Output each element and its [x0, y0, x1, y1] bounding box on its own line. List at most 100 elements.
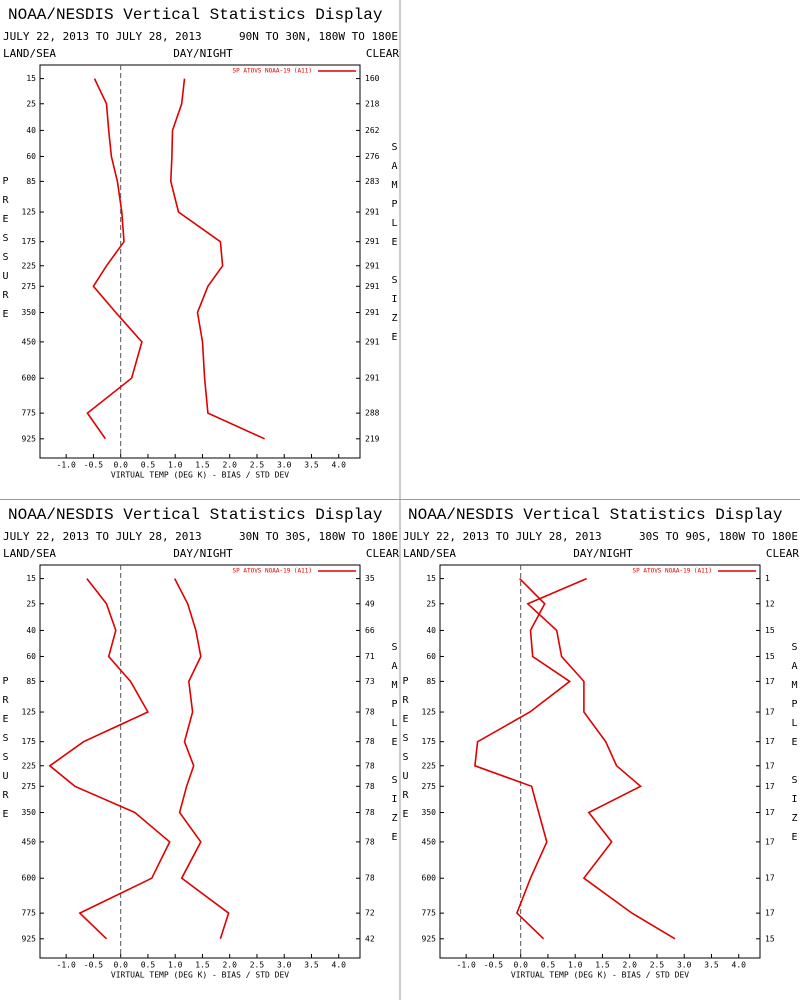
sample-size: 66 — [365, 626, 375, 635]
x-tick-label: 2.0 — [222, 961, 237, 970]
x-tick-label: 2.0 — [622, 961, 637, 970]
legend-label: SP ATOVS NOAA-19 (A11) — [233, 68, 312, 75]
x-tick-label: 1.5 — [195, 461, 210, 470]
x-tick-label: 2.0 — [222, 461, 237, 470]
x-tick-label: 4.0 — [332, 461, 347, 470]
x-tick-label: 1.0 — [568, 961, 583, 970]
x-tick-label: 4.0 — [332, 961, 347, 970]
y2-axis-label: SAMPLE SIZE — [389, 642, 400, 851]
y-tick-label: 275 — [422, 782, 437, 791]
y-tick-label: 60 — [426, 652, 436, 661]
sample-size: 291 — [365, 337, 380, 346]
y-tick-label: 175 — [22, 237, 37, 246]
y-tick-label: 125 — [22, 708, 37, 717]
x-tick-label: 0.0 — [113, 961, 128, 970]
y-tick-label: 15 — [26, 74, 36, 83]
y-tick-label: 450 — [422, 837, 437, 846]
sample-size: 291 — [365, 208, 380, 217]
x-tick-label: 0.5 — [141, 461, 156, 470]
x-tick-label: 3.0 — [277, 461, 292, 470]
y-tick-label: 85 — [26, 677, 36, 686]
sample-size: 17 — [765, 761, 775, 770]
sample-size: 49 — [365, 599, 375, 608]
panel: NOAA/NESDIS Vertical Statistics Display J… — [400, 506, 800, 979]
y-axis-label: PRESSURE — [400, 676, 411, 828]
sample-size: 262 — [365, 126, 380, 135]
sample-size: 35 — [365, 574, 375, 583]
y-tick-label: 125 — [422, 708, 437, 717]
x-tick-label: 2.5 — [250, 461, 265, 470]
clear: CLEAR — [366, 547, 399, 560]
x-axis-label: VIRTUAL TEMP (DEG K) - BIAS / STD DEV — [111, 971, 289, 980]
subtitle: JULY 22, 2013 TO JULY 28, 2013 — [3, 530, 202, 543]
panel: NOAA/NESDIS Vertical Statistics Display J… — [0, 506, 400, 979]
region: 30S TO 90S, 180W TO 180E — [639, 530, 798, 543]
sample-size: 17 — [765, 782, 775, 791]
y-axis-label: PRESSURE — [0, 676, 11, 828]
sample-size: 1 — [765, 574, 770, 583]
x-tick-label: 2.5 — [250, 961, 265, 970]
sample-size: 218 — [365, 99, 380, 108]
y-tick-label: 775 — [22, 409, 37, 418]
std-dev-line — [526, 577, 676, 940]
day-night: DAY/NIGHT — [173, 47, 233, 60]
sample-size: 15 — [765, 626, 775, 635]
sample-size: 78 — [365, 782, 375, 791]
x-tick-label: 1.5 — [195, 961, 210, 970]
sample-size: 291 — [365, 261, 380, 270]
y-tick-label: 925 — [22, 934, 37, 943]
y-tick-label: 175 — [422, 737, 437, 746]
y-tick-label: 15 — [426, 574, 436, 583]
sample-size: 160 — [365, 74, 380, 83]
sample-size: 15 — [765, 652, 775, 661]
x-tick-label: 3.0 — [277, 961, 292, 970]
sample-size: 72 — [365, 909, 375, 918]
y-tick-label: 775 — [422, 909, 437, 918]
y-tick-label: 350 — [22, 308, 37, 317]
y-tick-label: 600 — [22, 374, 37, 383]
sample-size: 276 — [365, 152, 380, 161]
sample-size: 17 — [765, 874, 775, 883]
bias-line — [48, 578, 171, 940]
sample-size: 12 — [765, 599, 775, 608]
land-sea: LAND/SEA — [403, 547, 456, 560]
sample-size: 17 — [765, 737, 775, 746]
y-tick-label: 450 — [22, 837, 37, 846]
x-tick-label: -1.0 — [57, 461, 76, 470]
sample-size: 17 — [765, 677, 775, 686]
y-tick-label: 350 — [22, 808, 37, 817]
y2-axis-label: SAMPLE SIZE — [789, 642, 800, 851]
land-sea: LAND/SEA — [3, 547, 56, 560]
std-dev-line — [173, 578, 230, 940]
y-tick-label: 275 — [22, 782, 37, 791]
bias-line — [86, 78, 143, 440]
region: 90N TO 30N, 180W TO 180E — [239, 30, 398, 43]
sample-size: 71 — [365, 652, 375, 661]
title: NOAA/NESDIS Vertical Statistics Display — [8, 506, 383, 524]
y-tick-label: 85 — [426, 677, 436, 686]
day-night: DAY/NIGHT — [173, 547, 233, 560]
region: 30N TO 30S, 180W TO 180E — [239, 530, 398, 543]
y-tick-label: 600 — [22, 874, 37, 883]
day-night: DAY/NIGHT — [573, 547, 633, 560]
x-tick-label: 2.5 — [650, 961, 665, 970]
sample-size: 42 — [365, 934, 375, 943]
sample-size: 78 — [365, 808, 375, 817]
y-tick-label: 225 — [22, 261, 37, 270]
y-tick-label: 60 — [26, 652, 36, 661]
x-tick-label: -0.5 — [84, 961, 103, 970]
y-tick-label: 40 — [26, 126, 36, 135]
sample-size: 78 — [365, 708, 375, 717]
plot-frame — [39, 64, 361, 459]
sample-size: 78 — [365, 761, 375, 770]
y-tick-label: 925 — [22, 434, 37, 443]
sample-size: 78 — [365, 874, 375, 883]
bias-line — [474, 578, 572, 940]
y-tick-label: 25 — [26, 599, 36, 608]
y-tick-label: 25 — [426, 599, 436, 608]
sample-size: 73 — [365, 677, 375, 686]
sample-size: 291 — [365, 308, 380, 317]
x-tick-label: 3.5 — [304, 461, 319, 470]
sample-size: 15 — [765, 934, 775, 943]
x-tick-label: 1.0 — [168, 461, 183, 470]
